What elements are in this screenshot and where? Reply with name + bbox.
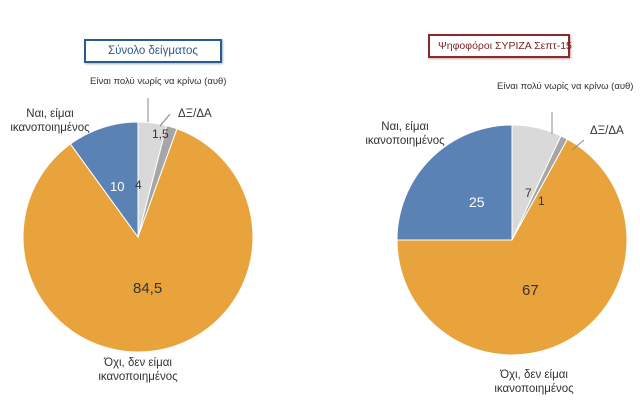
pie-slice xyxy=(69,121,139,239)
leader-line-dk xyxy=(159,113,171,127)
label-early: Είναι πολύ νωρίς να κρίνω (αυθ) xyxy=(90,76,227,87)
leader-line-dk xyxy=(571,139,585,151)
label-yes: Ναι, είμαι ικανοποιημένος xyxy=(10,108,90,134)
value-early: 7 xyxy=(525,186,532,200)
pie-syriza xyxy=(396,124,628,356)
value-yes: 10 xyxy=(110,179,125,194)
label-yes: Ναι, είμαι ικανοποιημένος xyxy=(365,121,445,147)
chart-title-total: Σύνολο δείγματος xyxy=(84,39,222,63)
chart-title-syriza: Ψηφοφόροι ΣΥΡΙΖΑ Σεπτ-15 xyxy=(428,34,572,58)
value-dk: 1 xyxy=(538,194,545,208)
value-no: 67 xyxy=(522,282,539,299)
label-early: Είναι πολύ νωρίς να κρίνω (αυθ) xyxy=(497,81,634,92)
value-yes: 25 xyxy=(469,194,485,210)
label-dk: ΔΞ/ΔΑ xyxy=(178,108,212,120)
value-dk: 1,5 xyxy=(152,127,169,141)
label-no: Όχι, δεν είμαι ικανοποιημένος xyxy=(98,357,178,383)
label-dk: ΔΞ/ΔΑ xyxy=(590,125,624,137)
pie-slice xyxy=(396,138,628,356)
pie-slice xyxy=(22,128,254,353)
value-no: 84,5 xyxy=(133,280,163,297)
value-early: 4 xyxy=(135,178,142,192)
label-no: Όχι, δεν είμαι ικανοποιημένος xyxy=(494,369,574,395)
pie-slice xyxy=(396,124,513,241)
pie-total xyxy=(22,121,254,353)
